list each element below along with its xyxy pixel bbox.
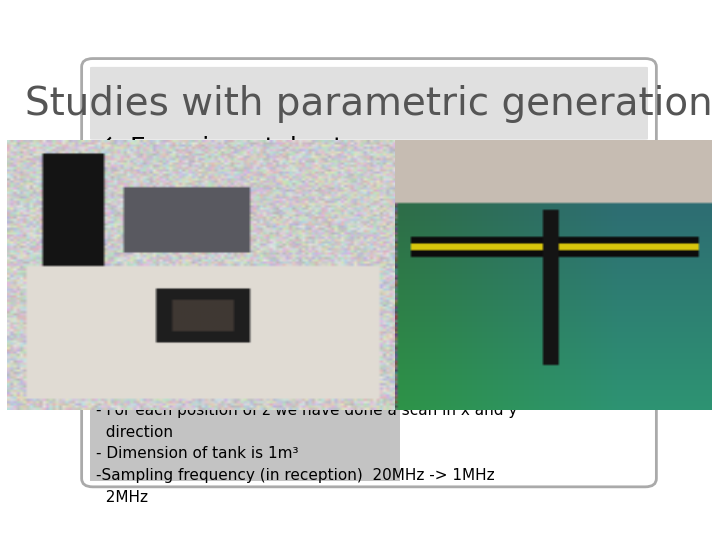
FancyBboxPatch shape [87, 67, 651, 140]
FancyBboxPatch shape [90, 356, 400, 481]
Text: Reson TC 4014: Reson TC 4014 [109, 188, 233, 206]
Text: Studies with parametric generation: Studies with parametric generation [25, 85, 713, 123]
FancyBboxPatch shape [81, 58, 657, 487]
Text: 3021(2MHz): 3021(2MHz) [140, 350, 242, 368]
Text: - Hydrophones used.: - Hydrophones used. [129, 154, 330, 173]
FancyBboxPatch shape [101, 183, 233, 210]
FancyBboxPatch shape [135, 331, 280, 366]
Text: - Emitter hydrophone  is fixed.
- Receiver hydrophone moves along z axis.
- For : - Emitter hydrophone is fixed. - Receive… [96, 360, 517, 504]
Text: Reson TC: Reson TC [221, 239, 297, 256]
FancyBboxPatch shape [213, 231, 380, 275]
Text: 3027(1MHz): 3027(1MHz) [221, 255, 323, 273]
Text: ↰ Experimental setup:: ↰ Experimental setup: [101, 136, 384, 160]
Text: Reson TC: Reson TC [140, 334, 217, 353]
Text: - Reference system.: - Reference system. [400, 154, 594, 173]
